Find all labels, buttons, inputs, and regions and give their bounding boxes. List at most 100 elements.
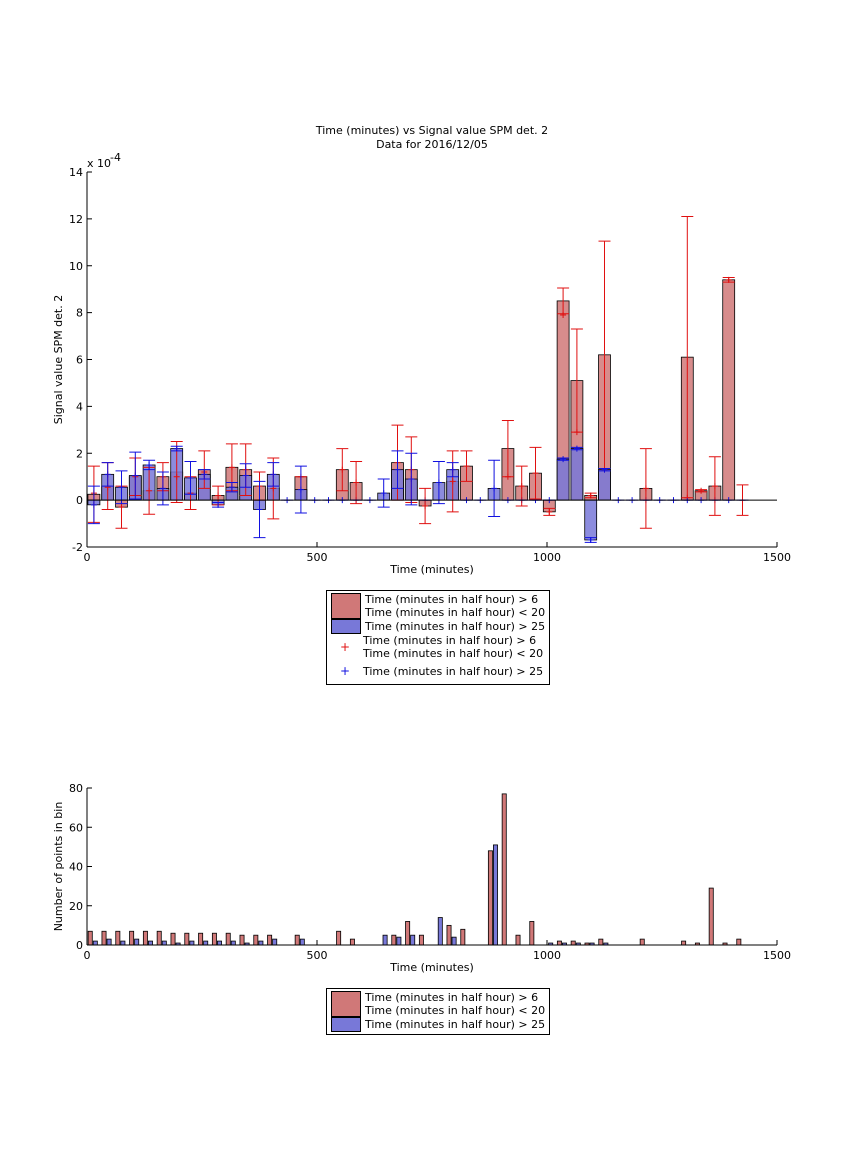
bar [501, 793, 507, 946]
y-tick-label: 8 [76, 307, 83, 320]
x-axis-label: Time (minutes) [389, 961, 474, 974]
error-bar [198, 469, 211, 480]
bar [184, 932, 190, 946]
bar [198, 932, 204, 946]
legend-marker: + [339, 664, 351, 678]
x-tick-label: 1500 [763, 949, 791, 962]
error-bar [446, 462, 459, 478]
bar [437, 917, 443, 946]
y-tick-label: 0 [76, 494, 83, 507]
error-bar [488, 459, 501, 518]
error-bar [419, 487, 432, 525]
error-bar [557, 457, 570, 461]
legend-label: Time (minutes in half hour) > 6 Time (mi… [363, 634, 544, 660]
bar [736, 938, 742, 946]
legend-entry: + Time (minutes in half hour) > 6 Time (m… [331, 634, 545, 660]
legend-entry: Time (minutes in half hour) > 25 [331, 1017, 545, 1032]
error-bar [584, 537, 597, 543]
error-bar [170, 445, 183, 452]
y-tick-label: 10 [69, 260, 83, 273]
legend-swatch [331, 991, 361, 1017]
bar [142, 930, 148, 946]
bar [336, 930, 342, 946]
bar [253, 934, 259, 946]
legend-swatch: + [331, 636, 359, 658]
bar [493, 844, 498, 946]
error-bar [405, 452, 418, 506]
y-tick-label: 20 [69, 900, 83, 913]
bar [418, 934, 424, 946]
legend-marker: + [339, 640, 351, 654]
bar [349, 938, 355, 946]
bar [161, 940, 167, 946]
bar [156, 930, 162, 946]
bar [529, 921, 535, 946]
axis-multiplier: x 10 [87, 157, 111, 170]
bar [639, 938, 645, 946]
error-bar [460, 450, 473, 482]
y-tick-label: 14 [69, 166, 83, 179]
y-tick-label: 4 [76, 400, 83, 413]
error-bar [377, 478, 390, 508]
bar [570, 448, 584, 501]
y-tick-label: 80 [69, 782, 83, 795]
error-bar [722, 276, 735, 283]
bar [299, 938, 305, 946]
legend-label: Time (minutes in half hour) > 25 [365, 1018, 546, 1031]
error-bar [87, 485, 100, 525]
bar [87, 930, 93, 946]
bar [570, 940, 576, 946]
bar [106, 938, 112, 946]
bar [129, 930, 135, 946]
bar [225, 932, 231, 946]
legend-label: Time (minutes in half hour) > 6 Time (mi… [365, 593, 546, 619]
error-bar [557, 287, 570, 315]
legend-swatch [331, 593, 361, 619]
error-bar [432, 460, 445, 505]
bar [410, 934, 416, 946]
x-tick-label: 0 [84, 949, 91, 962]
x-tick-label: 500 [307, 551, 328, 564]
bar [120, 940, 126, 946]
axis-multiplier-exponent: -4 [110, 151, 121, 164]
y-axis-label: Signal value SPM det. 2 [52, 295, 65, 425]
error-bar [239, 463, 252, 488]
legend-label: Time (minutes in half hour) > 25 [365, 620, 546, 633]
error-bar [681, 216, 694, 499]
x-tick-label: 500 [307, 949, 328, 962]
bar [446, 924, 452, 946]
error-bar [501, 419, 514, 478]
bar [170, 932, 176, 946]
legend: Time (minutes in half hour) > 6 Time (mi… [326, 590, 551, 685]
plot-area [87, 793, 742, 946]
x-tick-label: 1500 [763, 551, 791, 564]
x-tick-label: 1000 [533, 949, 561, 962]
error-bar [543, 507, 556, 516]
bar [217, 940, 222, 946]
y-tick-label: -2 [72, 541, 83, 554]
plot-area [87, 216, 749, 543]
error-bar [129, 451, 142, 500]
error-bar [170, 441, 183, 503]
bar [211, 932, 217, 946]
bar [405, 921, 411, 946]
bar [115, 930, 121, 946]
bar [460, 928, 466, 946]
y-tick-label: 40 [69, 861, 83, 874]
legend-swatch [331, 619, 361, 634]
y-tick-label: 0 [76, 939, 83, 952]
error-bar [156, 471, 169, 506]
bar [556, 458, 570, 501]
bar [584, 499, 598, 541]
bar [272, 938, 278, 946]
chart-subtitle: Data for 2016/12/05 [376, 138, 488, 151]
bar [722, 279, 736, 501]
error-bar [446, 450, 459, 513]
error-bar [184, 460, 197, 495]
bar [92, 940, 98, 946]
y-tick-label: 12 [69, 213, 83, 226]
bar [556, 940, 562, 946]
legend-swatch [331, 1017, 361, 1032]
bar [294, 934, 300, 946]
